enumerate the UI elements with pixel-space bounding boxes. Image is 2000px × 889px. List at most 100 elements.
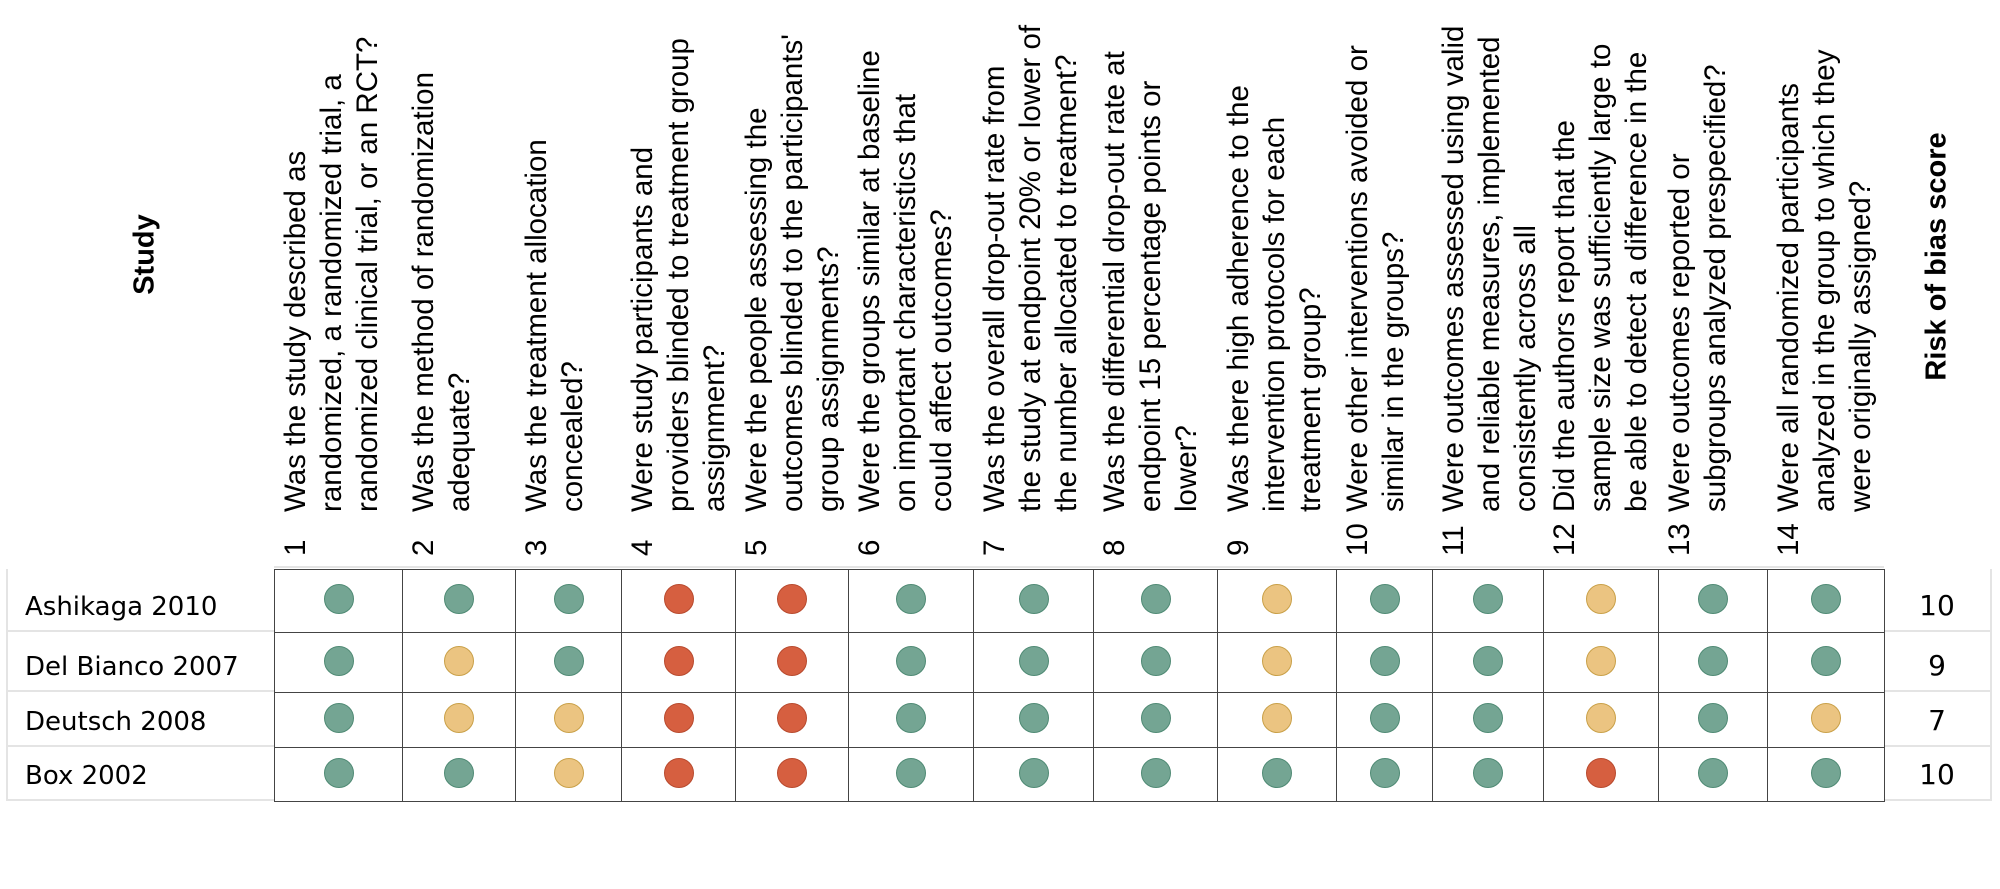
rating-cell bbox=[1093, 692, 1218, 748]
rating-dot-unclear bbox=[1262, 584, 1292, 614]
rating-dot-low bbox=[1698, 584, 1728, 614]
rating-cell bbox=[973, 632, 1094, 693]
study-name: Box 2002 bbox=[6, 747, 274, 801]
risk-of-bias-score: 7 bbox=[1884, 692, 1992, 747]
rating-dot-low bbox=[1140, 584, 1171, 614]
rating-cell bbox=[735, 632, 849, 693]
rating-cell bbox=[621, 632, 736, 693]
study-name: Ashikaga 2010 bbox=[6, 569, 274, 632]
rating-dot-low bbox=[323, 703, 354, 733]
study-name: Deutsch 2008 bbox=[6, 692, 274, 747]
rating-dot-low bbox=[1369, 584, 1400, 614]
rating-dot-unclear bbox=[1586, 703, 1616, 733]
rating-cell bbox=[848, 569, 974, 633]
rating-cell bbox=[515, 747, 622, 802]
rating-cell bbox=[973, 747, 1094, 802]
rating-dot-high bbox=[663, 757, 694, 788]
rating-dot-low bbox=[444, 757, 474, 788]
question-header: 4 Were study participants and providers b… bbox=[625, 16, 733, 556]
question-header: 3 Was the treatment allocation concealed? bbox=[519, 16, 591, 556]
question-header: 6 Were the groups similar at baseline on … bbox=[852, 16, 960, 556]
question-text: Was the differential drop-out rate at en… bbox=[1098, 51, 1203, 512]
question-text: Did the authors report that the sample s… bbox=[1548, 43, 1653, 512]
question-number: 12 bbox=[1548, 523, 1581, 556]
rating-cell bbox=[1336, 692, 1433, 748]
question-number: 9 bbox=[1222, 539, 1255, 556]
rating-cell bbox=[1767, 692, 1885, 748]
rating-dot-low bbox=[323, 645, 354, 676]
score-column-header: Risk of bias score bbox=[1920, 132, 1953, 381]
rating-cell bbox=[402, 692, 516, 748]
rating-cell bbox=[1093, 569, 1218, 633]
question-number: 8 bbox=[1098, 539, 1131, 556]
question-text: Was the study described as randomized, a… bbox=[279, 36, 384, 512]
question-header: 9 Was there high adherence to the interve… bbox=[1221, 16, 1329, 556]
rating-dot-high bbox=[777, 645, 807, 676]
question-header: 14 Were all randomized participants analy… bbox=[1771, 16, 1879, 556]
rating-cell bbox=[1217, 569, 1337, 633]
rating-cell bbox=[274, 747, 403, 802]
rating-cell bbox=[1432, 692, 1544, 748]
question-text: Were the groups similar at baseline on i… bbox=[853, 50, 958, 512]
rating-dot-unclear bbox=[444, 703, 474, 733]
question-number: 3 bbox=[520, 539, 553, 556]
rating-cell bbox=[1767, 747, 1885, 802]
rating-cell bbox=[1432, 569, 1544, 633]
rating-dot-low bbox=[896, 584, 926, 614]
rating-dot-low bbox=[553, 584, 584, 614]
rating-cell bbox=[515, 569, 622, 633]
study-column-header: Study bbox=[128, 214, 161, 295]
question-header: 5 Were the people assessing the outcomes … bbox=[739, 16, 847, 556]
question-header: 2 Was the method of randomization adequat… bbox=[406, 16, 478, 556]
question-number: 2 bbox=[407, 539, 440, 556]
rating-dot-low bbox=[1262, 757, 1292, 788]
rating-dot-low bbox=[1811, 645, 1841, 676]
rating-dot-high bbox=[777, 757, 807, 788]
rating-dot-high bbox=[663, 645, 694, 676]
rating-dot-low bbox=[1473, 645, 1503, 676]
rating-dot-low bbox=[1369, 703, 1400, 733]
rating-cell bbox=[1658, 692, 1768, 748]
rating-dot-unclear bbox=[1262, 703, 1292, 733]
rating-cell bbox=[402, 747, 516, 802]
rating-dot-unclear bbox=[1586, 584, 1616, 614]
rating-dot-low bbox=[1140, 703, 1171, 733]
rating-dot-low bbox=[444, 584, 474, 614]
question-number: 4 bbox=[626, 539, 659, 556]
rating-dot-unclear bbox=[1811, 703, 1841, 733]
rating-dot-unclear bbox=[1586, 645, 1616, 676]
risk-of-bias-score: 9 bbox=[1884, 632, 1992, 692]
question-text: Were outcomes assessed using valid and r… bbox=[1437, 25, 1542, 512]
rating-dot-low bbox=[1473, 703, 1503, 733]
rating-dot-low bbox=[1698, 757, 1728, 788]
header-divider bbox=[274, 566, 1884, 568]
question-header: 8 Was the differential drop-out rate at e… bbox=[1097, 16, 1205, 556]
rating-dot-low bbox=[1698, 645, 1728, 676]
rating-dot-low bbox=[1018, 757, 1049, 788]
rating-cell bbox=[1432, 747, 1544, 802]
question-text: Was the method of randomization adequate… bbox=[407, 72, 476, 512]
rating-dot-low bbox=[1140, 645, 1171, 676]
rating-dot-low bbox=[896, 645, 926, 676]
question-number: 10 bbox=[1341, 523, 1374, 556]
rating-dot-low bbox=[1473, 584, 1503, 614]
question-text: Were all randomized participants analyze… bbox=[1772, 49, 1877, 512]
rating-cell bbox=[274, 569, 403, 633]
question-number: 11 bbox=[1437, 525, 1470, 556]
rating-cell bbox=[1093, 632, 1218, 693]
rating-dot-low bbox=[896, 703, 926, 733]
rating-cell bbox=[1093, 747, 1218, 802]
rating-dot-high bbox=[777, 703, 807, 733]
question-header: 7 Was the overall drop-out rate from the … bbox=[977, 16, 1085, 556]
rating-cell bbox=[973, 692, 1094, 748]
rating-cell bbox=[848, 632, 974, 693]
risk-of-bias-score: 10 bbox=[1884, 747, 1992, 801]
question-header: 12 Did the authors report that the sample… bbox=[1547, 16, 1655, 556]
rating-dot-high bbox=[1586, 757, 1616, 788]
rating-dot-low bbox=[323, 757, 354, 788]
rating-dot-low bbox=[1473, 757, 1503, 788]
rating-cell bbox=[1658, 632, 1768, 693]
rating-cell bbox=[621, 569, 736, 633]
rating-cell bbox=[621, 692, 736, 748]
question-text: Was there high adherence to the interven… bbox=[1222, 85, 1327, 512]
